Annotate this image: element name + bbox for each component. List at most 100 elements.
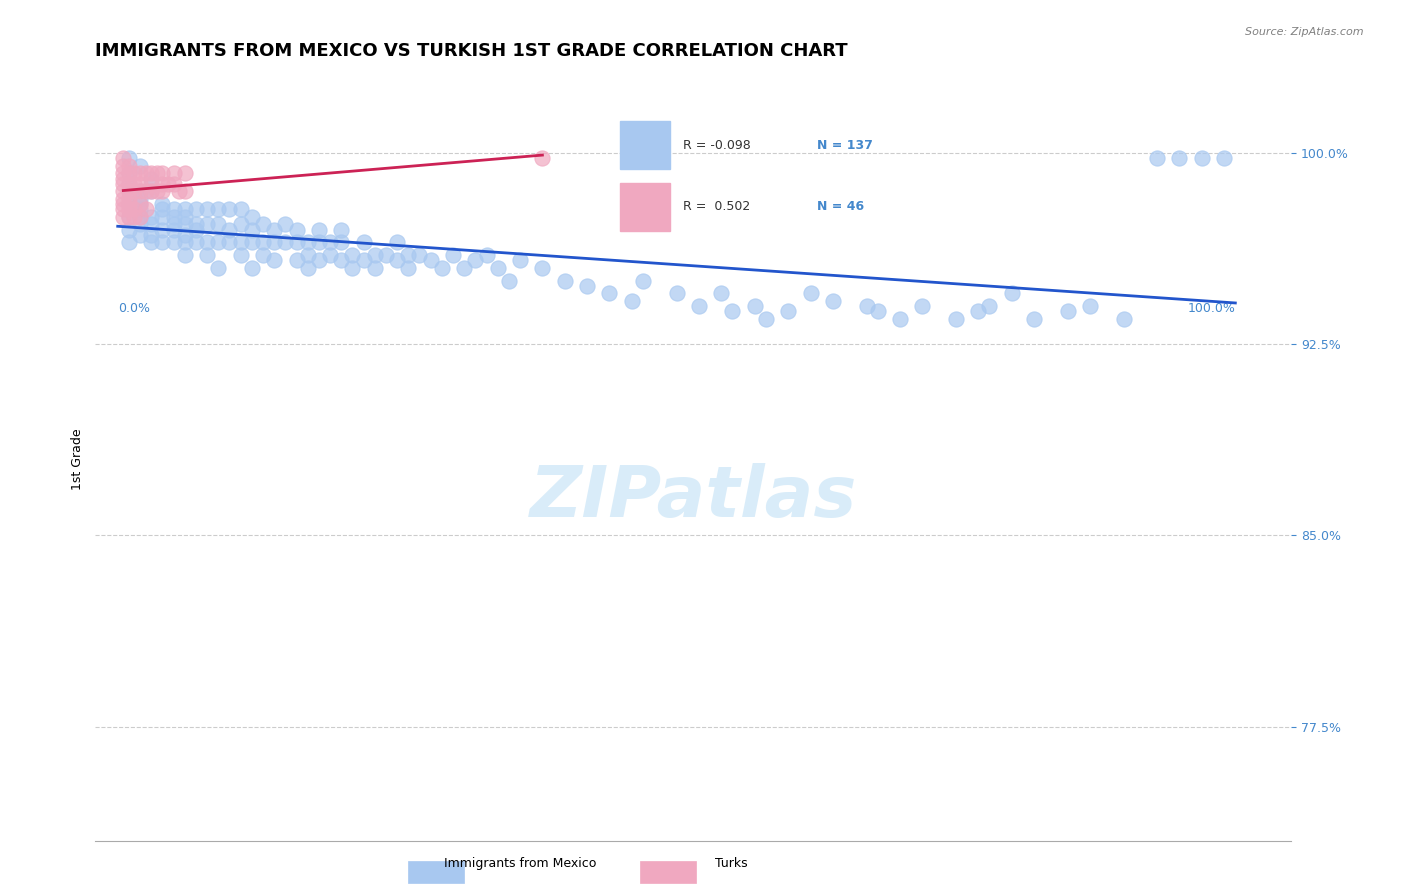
Immigrants from Mexico xyxy=(396,248,419,262)
Immigrants from Mexico xyxy=(141,171,163,186)
Immigrants from Mexico xyxy=(173,227,195,242)
Immigrants from Mexico xyxy=(129,184,152,198)
Immigrants from Mexico xyxy=(308,222,330,236)
Turks xyxy=(152,184,174,198)
Immigrants from Mexico xyxy=(118,177,141,191)
Text: Source: ZipAtlas.com: Source: ZipAtlas.com xyxy=(1246,27,1364,37)
Immigrants from Mexico xyxy=(129,159,152,173)
Immigrants from Mexico xyxy=(353,253,375,268)
Immigrants from Mexico xyxy=(152,202,174,216)
Turks xyxy=(135,202,157,216)
Turks xyxy=(146,184,169,198)
Immigrants from Mexico xyxy=(967,304,990,318)
Immigrants from Mexico xyxy=(152,197,174,211)
Text: IMMIGRANTS FROM MEXICO VS TURKISH 1ST GRADE CORRELATION CHART: IMMIGRANTS FROM MEXICO VS TURKISH 1ST GR… xyxy=(96,42,848,60)
Turks xyxy=(162,177,184,191)
Immigrants from Mexico xyxy=(319,235,342,250)
Immigrants from Mexico xyxy=(141,210,163,224)
Immigrants from Mexico xyxy=(631,273,654,287)
Turks xyxy=(112,210,135,224)
Immigrants from Mexico xyxy=(118,210,141,224)
Immigrants from Mexico xyxy=(152,222,174,236)
Turks xyxy=(112,202,135,216)
Turks xyxy=(124,166,146,180)
Immigrants from Mexico xyxy=(252,218,274,232)
Turks xyxy=(124,202,146,216)
Immigrants from Mexico xyxy=(118,222,141,236)
Immigrants from Mexico xyxy=(1078,299,1101,313)
Immigrants from Mexico xyxy=(152,210,174,224)
Turks xyxy=(112,192,135,206)
Immigrants from Mexico xyxy=(195,202,218,216)
Immigrants from Mexico xyxy=(576,278,599,293)
Immigrants from Mexico xyxy=(419,253,441,268)
Immigrants from Mexico xyxy=(441,248,464,262)
Turks xyxy=(118,184,141,198)
Turks xyxy=(112,159,135,173)
Immigrants from Mexico xyxy=(162,202,184,216)
Turks xyxy=(152,177,174,191)
Immigrants from Mexico xyxy=(162,210,184,224)
Turks xyxy=(124,184,146,198)
Turks xyxy=(141,166,163,180)
Text: Turks: Turks xyxy=(714,856,748,870)
Immigrants from Mexico xyxy=(364,260,387,275)
Immigrants from Mexico xyxy=(141,227,163,242)
Immigrants from Mexico xyxy=(911,299,934,313)
Immigrants from Mexico xyxy=(184,222,207,236)
Turks xyxy=(112,197,135,211)
Immigrants from Mexico xyxy=(385,253,408,268)
Immigrants from Mexico xyxy=(688,299,710,313)
Immigrants from Mexico xyxy=(195,248,218,262)
Immigrants from Mexico xyxy=(173,218,195,232)
Turks xyxy=(141,177,163,191)
Immigrants from Mexico xyxy=(285,253,308,268)
Text: Immigrants from Mexico: Immigrants from Mexico xyxy=(444,856,596,870)
Turks xyxy=(118,159,141,173)
Immigrants from Mexico xyxy=(263,235,285,250)
Immigrants from Mexico xyxy=(755,311,778,326)
Immigrants from Mexico xyxy=(129,210,152,224)
Immigrants from Mexico xyxy=(184,235,207,250)
Immigrants from Mexico xyxy=(252,235,274,250)
Turks xyxy=(129,177,152,191)
Immigrants from Mexico xyxy=(308,235,330,250)
Immigrants from Mexico xyxy=(118,151,141,165)
Turks xyxy=(112,171,135,186)
Immigrants from Mexico xyxy=(129,202,152,216)
Immigrants from Mexico xyxy=(195,235,218,250)
Immigrants from Mexico xyxy=(778,304,800,318)
Turks xyxy=(167,184,190,198)
Immigrants from Mexico xyxy=(1001,286,1024,301)
Immigrants from Mexico xyxy=(821,293,844,308)
Turks xyxy=(141,184,163,198)
Immigrants from Mexico xyxy=(195,218,218,232)
Immigrants from Mexico xyxy=(498,273,520,287)
Immigrants from Mexico xyxy=(274,235,297,250)
Turks xyxy=(129,197,152,211)
Immigrants from Mexico xyxy=(141,218,163,232)
Turks xyxy=(112,166,135,180)
Immigrants from Mexico xyxy=(218,222,240,236)
Immigrants from Mexico xyxy=(229,235,252,250)
Immigrants from Mexico xyxy=(297,248,319,262)
Immigrants from Mexico xyxy=(285,235,308,250)
Immigrants from Mexico xyxy=(308,253,330,268)
Turks xyxy=(129,166,152,180)
Immigrants from Mexico xyxy=(162,218,184,232)
Immigrants from Mexico xyxy=(855,299,877,313)
Immigrants from Mexico xyxy=(866,304,889,318)
Turks xyxy=(146,166,169,180)
Immigrants from Mexico xyxy=(173,210,195,224)
Turks xyxy=(135,184,157,198)
Immigrants from Mexico xyxy=(218,235,240,250)
Immigrants from Mexico xyxy=(229,218,252,232)
Turks xyxy=(152,166,174,180)
Turks xyxy=(129,184,152,198)
Immigrants from Mexico xyxy=(263,222,285,236)
Immigrants from Mexico xyxy=(744,299,766,313)
Immigrants from Mexico xyxy=(141,184,163,198)
Immigrants from Mexico xyxy=(1168,151,1191,165)
Immigrants from Mexico xyxy=(330,253,353,268)
Immigrants from Mexico xyxy=(118,184,141,198)
